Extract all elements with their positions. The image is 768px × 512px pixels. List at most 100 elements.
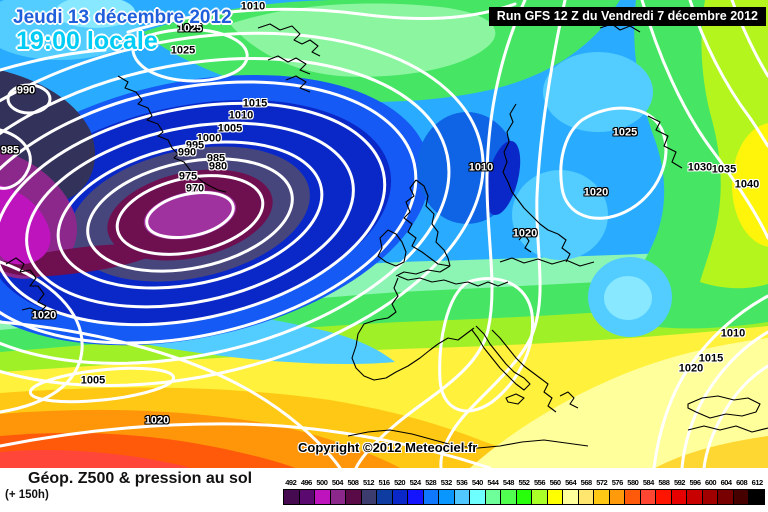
- colorbar-swatch: [671, 489, 688, 505]
- colorbar-value: 528: [425, 478, 437, 487]
- colorbar-value: 532: [440, 478, 453, 487]
- pressure-label: 1005: [80, 374, 106, 387]
- colorbar-swatch: [594, 489, 610, 505]
- colorbar-swatches: [283, 489, 765, 505]
- colorbar-values: 492 496 500 504 508 512 516 520 524 528 532 536 540 5…: [283, 478, 765, 487]
- colorbar-value: 516: [378, 478, 391, 487]
- colorbar-value: 492: [285, 478, 297, 487]
- colorbar-swatch: [733, 489, 750, 505]
- legend-band: Géop. Z500 & pression au sol (+ 150h) 49…: [0, 468, 768, 512]
- colorbar-value: 572: [596, 478, 608, 487]
- pressure-label: 975: [178, 170, 198, 183]
- pressure-label: 1005: [217, 122, 243, 135]
- colorbar-value: 608: [736, 478, 748, 487]
- pressure-label: 1020: [583, 186, 609, 199]
- pressure-label: 995: [185, 139, 205, 152]
- colorbar-value: 604: [720, 478, 733, 487]
- pressure-label: 1010: [468, 161, 494, 174]
- colorbar-swatch: [299, 489, 316, 505]
- colorbar-value: 508: [347, 478, 359, 487]
- colorbar-value: 612: [751, 478, 764, 487]
- pressure-label: 1020: [31, 309, 57, 322]
- pressure-label: 1015: [242, 97, 268, 110]
- pressure-label: 980: [208, 160, 228, 173]
- map-legend-title: Géop. Z500 & pression au sol: [28, 470, 253, 487]
- forecast-hour-label: (+ 150h): [5, 489, 49, 501]
- colorbar-value: 552: [518, 478, 530, 487]
- colorbar-value: 556: [534, 478, 546, 487]
- pressure-label: 1020: [144, 414, 170, 427]
- colorbar-value: 524: [409, 478, 422, 487]
- valid-date-label: Jeudi 13 décembre 2012: [13, 7, 232, 28]
- colorbar-value: 536: [456, 478, 468, 487]
- colorbar-value: 580: [627, 478, 639, 487]
- colorbar-swatch: [516, 489, 533, 505]
- run-info-badge: Run GFS 12 Z du Vendredi 7 décembre 2012: [488, 7, 766, 26]
- colorbar-swatch: [563, 489, 579, 505]
- pressure-label: 970: [185, 182, 205, 195]
- colorbar-value: 544: [487, 478, 499, 487]
- pressure-label: 990: [16, 84, 36, 97]
- colorbar-swatch: [315, 489, 331, 505]
- weather-map: 990 985 1010 1025 1025 1015 1010 1005 1000 995 990…: [0, 0, 768, 468]
- pressure-label: 1025: [170, 44, 196, 57]
- colorbar-swatch: [454, 489, 471, 505]
- colorbar-value: 548: [502, 478, 515, 487]
- valid-time-label: 19:00 locale: [16, 27, 158, 55]
- colorbar-value: 588: [658, 478, 670, 487]
- colorbar-value: 500: [316, 478, 328, 487]
- pressure-label: 985: [206, 152, 226, 165]
- pressure-label: 990: [177, 146, 197, 159]
- pressure-label: 1010: [240, 0, 266, 13]
- colorbar-swatch: [640, 489, 657, 505]
- colorbar-swatch: [470, 489, 486, 505]
- colorbar-swatch: [547, 489, 564, 505]
- colorbar-value: 512: [363, 478, 375, 487]
- colorbar-swatch: [392, 489, 409, 505]
- colorbar-swatch: [330, 489, 347, 505]
- colorbar-value: 600: [705, 478, 717, 487]
- colorbar-value: 504: [331, 478, 344, 487]
- pressure-label: 1030: [687, 161, 713, 174]
- colorbar-swatch: [687, 489, 703, 505]
- colorbar-swatch: [423, 489, 440, 505]
- colorbar-swatch: [439, 489, 455, 505]
- colorbar-value: 576: [611, 478, 624, 487]
- colorbar-swatch: [501, 489, 517, 505]
- copyright-label: Copyright ©2012 Meteociel.fr: [298, 440, 478, 455]
- colorbar-value: 564: [565, 478, 577, 487]
- pressure-label: 1010: [720, 327, 746, 340]
- colorbar: 492 496 500 504 508 512 516 520 524 528 532 536 540 5…: [283, 478, 765, 505]
- z500-pressure-chart: [0, 0, 768, 468]
- colorbar-value: 596: [689, 478, 701, 487]
- colorbar-value: 496: [300, 478, 313, 487]
- colorbar-swatch: [346, 489, 362, 505]
- pressure-label: 1025: [612, 126, 638, 139]
- colorbar-swatch: [718, 489, 734, 505]
- colorbar-swatch: [609, 489, 626, 505]
- isobar-contours: [0, 0, 768, 468]
- colorbar-value: 520: [394, 478, 406, 487]
- colorbar-swatch: [625, 489, 641, 505]
- colorbar-swatch: [361, 489, 378, 505]
- pressure-label: 1020: [678, 362, 704, 375]
- colorbar-value: 560: [549, 478, 562, 487]
- pressure-label: 1035: [711, 163, 737, 176]
- pressure-label: 1000: [196, 132, 222, 145]
- pressure-label: 1020: [512, 227, 538, 240]
- colorbar-swatch: [749, 489, 765, 505]
- colorbar-swatch: [283, 489, 300, 505]
- colorbar-swatch: [702, 489, 719, 505]
- colorbar-swatch: [408, 489, 424, 505]
- colorbar-value: 568: [580, 478, 593, 487]
- pressure-label: 1015: [698, 352, 724, 365]
- colorbar-swatch: [377, 489, 393, 505]
- colorbar-value: 592: [673, 478, 686, 487]
- pressure-label: 1010: [228, 109, 254, 122]
- colorbar-value: 584: [642, 478, 655, 487]
- colorbar-swatch: [656, 489, 672, 505]
- pressure-label: 1025: [177, 22, 203, 35]
- pressure-label: 985: [0, 144, 20, 157]
- colorbar-value: 540: [471, 478, 484, 487]
